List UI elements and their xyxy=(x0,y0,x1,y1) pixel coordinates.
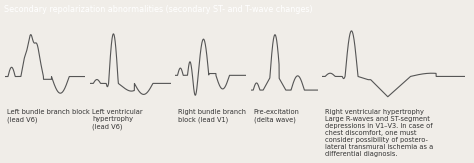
Text: Pre-excitation
(delta wave): Pre-excitation (delta wave) xyxy=(254,109,300,123)
Text: Left bundle branch block
(lead V6): Left bundle branch block (lead V6) xyxy=(7,109,90,123)
Text: Right ventricular hypertrophy
Large R-waves and ST-segment
depressions in V1–V3.: Right ventricular hypertrophy Large R-wa… xyxy=(325,109,433,157)
Text: Right bundle branch
block (lead V1): Right bundle branch block (lead V1) xyxy=(178,109,246,123)
Text: Secondary repolarization abnormalities (secondary ST- and T-wave changes): Secondary repolarization abnormalities (… xyxy=(4,5,312,14)
Text: Left ventricular
hypertrophy
(lead V6): Left ventricular hypertrophy (lead V6) xyxy=(92,109,143,130)
